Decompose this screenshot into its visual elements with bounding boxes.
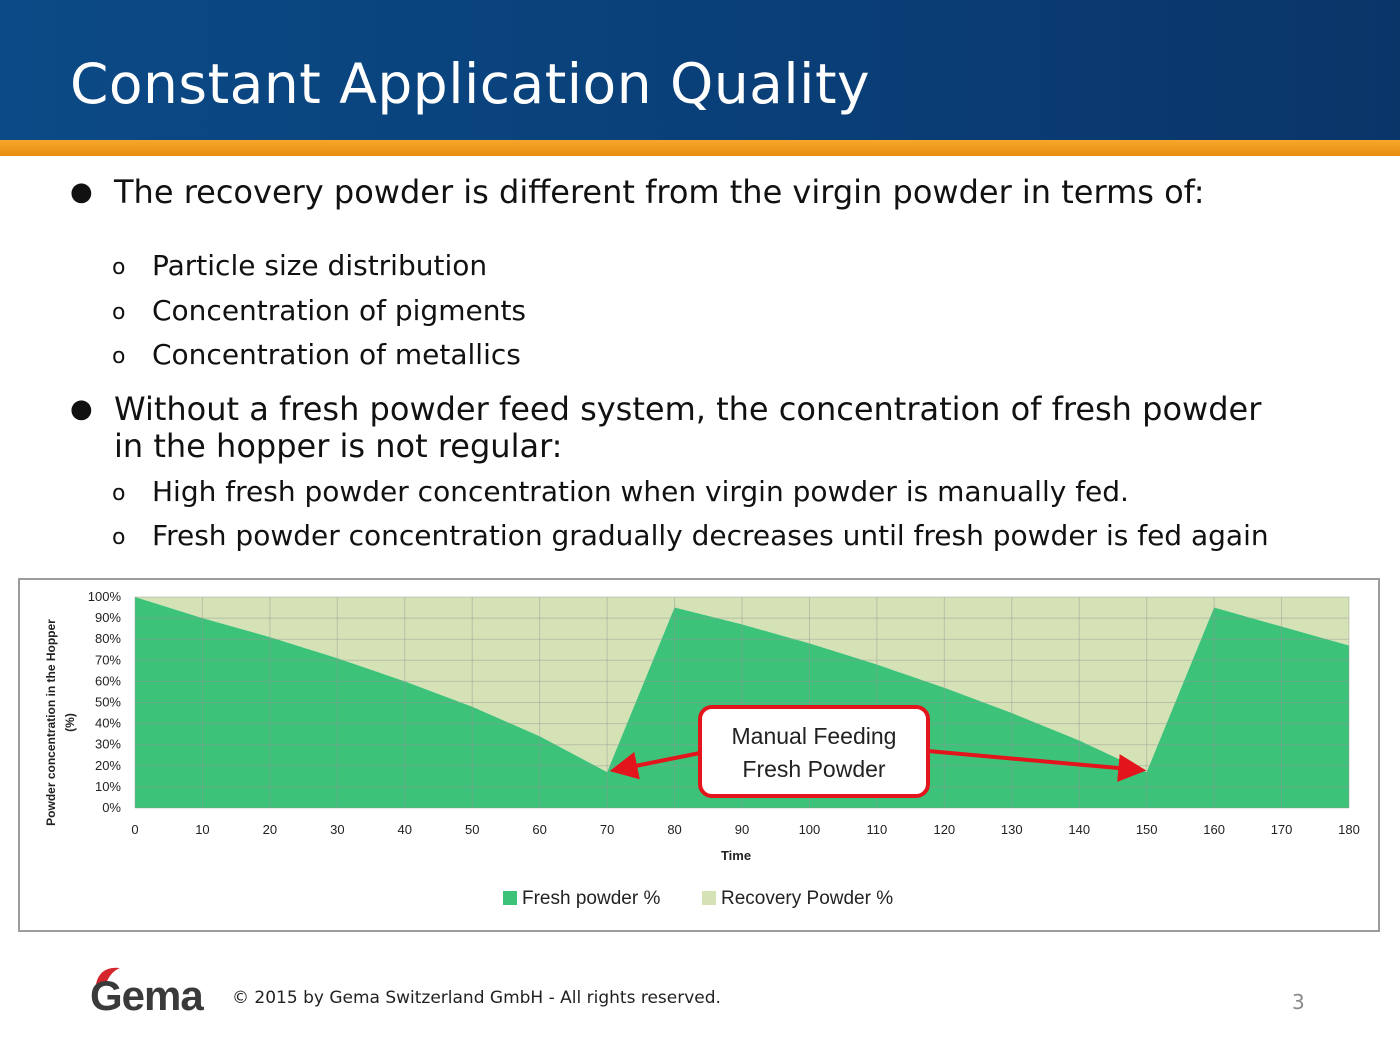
bullet-text-line1: Without a fresh powder feed system, the … [114,390,1262,428]
callout-arrow-left [609,751,701,780]
y-tick-label: 70% [95,652,121,667]
y-tick-label: 30% [95,737,121,752]
bullet-text-line2: in the hopper is not regular: [114,427,563,465]
sub-bullet-marker: o [112,481,126,506]
legend-swatch-fresh [503,891,517,905]
x-tick-label: 100 [799,822,821,837]
x-tick-label: 30 [330,822,344,837]
y-tick-label: 80% [95,631,121,646]
recovery-area [135,597,1349,773]
slide-title: Constant Application Quality [70,52,871,116]
sub-bullet-text: High fresh powder concentration when vir… [152,475,1129,508]
sub-bullet-item: o High fresh powder concentration when v… [112,475,1129,508]
y-tick-label: 0% [102,800,121,815]
x-tick-label: 180 [1338,822,1360,837]
y-tick-label: 50% [95,695,121,710]
sub-bullet-item: o Particle size distribution [112,249,488,282]
x-tick-label: 90 [735,822,749,837]
x-tick-label: 10 [195,822,209,837]
x-tick-label: 150 [1136,822,1158,837]
sub-bullet-marker: o [112,300,126,325]
bullet-dot: ● [70,177,93,207]
sub-bullet-marker: o [112,344,126,369]
sub-bullet-text: Particle size distribution [152,249,488,282]
x-tick-label: 60 [532,822,546,837]
x-tick-label: 40 [398,822,412,837]
sub-bullet-item: o Concentration of pigments [112,294,527,327]
copyright-text: © 2015 by Gema Switzerland GmbH - All ri… [232,988,721,1008]
x-tick-label: 80 [667,822,681,837]
bullet-list: ● The recovery powder is different from … [70,173,1269,552]
bullet-item: ● The recovery powder is different from … [70,173,1205,211]
y-axis-title: Powder concentration in the Hopper [44,619,58,826]
callout-text-line1: Manual Feeding [732,723,897,749]
chart-frame: 0% 10% 20% 30% 40% 50% 60% 70% 80% 90% 100% 0 10 20 30… [18,578,1380,932]
x-tick-label: 120 [933,822,955,837]
x-tick-label: 140 [1068,822,1090,837]
x-tick-label: 0 [131,822,138,837]
x-tick-label: 110 [867,822,888,837]
fresh-area [135,597,1349,808]
svg-text:Gema: Gema [90,972,204,1018]
callout-text-line2: Fresh Powder [742,756,886,782]
accent-stripe [0,140,1400,156]
y-tick-label: 20% [95,758,121,773]
y-tick-label: 10% [95,779,121,794]
sub-bullet-marker: o [112,255,126,280]
y-tick-label: 40% [95,716,121,731]
bullet-dot: ● [70,394,93,424]
x-tick-label: 50 [465,822,479,837]
legend-label-recovery: Recovery Powder % [721,888,893,909]
x-tick-label: 170 [1271,822,1293,837]
sub-bullet-marker: o [112,525,126,550]
x-axis-title: Time [721,848,751,863]
x-tick-label: 130 [1001,822,1023,837]
sub-bullet-text: Concentration of metallics [152,338,521,371]
x-tick-label: 160 [1203,822,1225,837]
fresh-powder-chart: 0% 10% 20% 30% 40% 50% 60% 70% 80% 90% 100% 0 10 20 30… [44,589,1360,909]
legend-swatch-recovery [702,891,716,905]
y-tick-label: 100% [88,589,122,604]
x-tick-label: 70 [600,822,614,837]
sub-bullet-item: o Fresh powder concentration gradually d… [112,519,1269,552]
bullet-text: The recovery powder is different from th… [114,173,1205,211]
bullet-item: ● Without a fresh powder feed system, th… [70,390,1262,465]
legend-label-fresh: Fresh powder % [522,888,660,909]
y-tick-label: 60% [95,673,121,688]
title-bar: Constant Application Quality [0,0,1400,140]
sub-bullet-text: Concentration of pigments [152,294,527,327]
y-axis-title-unit: (%) [63,713,77,732]
callout-box [698,705,930,798]
gema-logo: Gema [90,967,205,1018]
sub-bullet-item: o Concentration of metallics [112,338,521,371]
callout-arrow-right [927,749,1147,782]
y-tick-label: 90% [95,610,121,625]
sub-bullet-text: Fresh powder concentration gradually dec… [152,519,1269,552]
page-number: 3 [1292,990,1305,1014]
x-tick-label: 20 [263,822,277,837]
